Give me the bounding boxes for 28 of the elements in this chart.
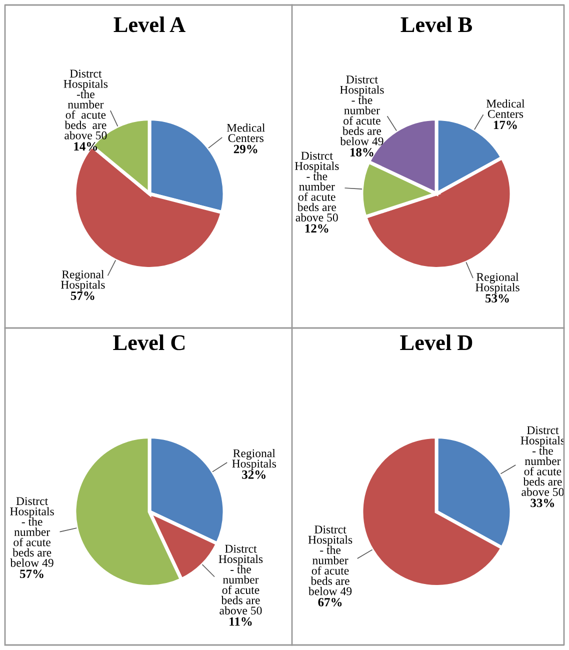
slice-label: Regional Hospitals xyxy=(60,270,105,292)
data-label: 33% xyxy=(530,498,554,508)
slice-label: Distrct Hospitals - the number of acute beds are above 50 xyxy=(520,426,565,496)
slice-label: Medical Centers xyxy=(226,123,265,142)
chart-title: Level C xyxy=(113,334,185,350)
chart-title: Level D xyxy=(400,334,472,350)
data-label: 57% xyxy=(70,292,94,300)
data-label: 29% xyxy=(234,144,258,154)
data-label: 67% xyxy=(318,598,342,606)
data-label: 11% xyxy=(230,617,252,626)
slice-label: Distrct Hospitals - the number of acute beds are below 49 xyxy=(10,497,54,567)
slice-label: Distrct Hospitals - the number of acute beds are below 49 xyxy=(340,76,384,146)
data-label: 17% xyxy=(494,120,517,130)
slice-label: Medical Centers xyxy=(486,99,525,118)
slice-label: Distrct Hospitals - the number of acute beds are above 50 xyxy=(218,544,263,615)
data-label: 57% xyxy=(20,570,44,578)
chart-title: Level A xyxy=(114,16,186,32)
data-label: 12% xyxy=(305,224,328,233)
data-label: 18% xyxy=(350,148,374,157)
data-label: 53% xyxy=(486,294,509,303)
slice-label: Regional Hospitals xyxy=(232,448,276,470)
slice-label: Distrct Hospitals -the number of acute beds are above 50 xyxy=(64,70,108,140)
slice-label: Regional Hospitals xyxy=(476,272,520,294)
chart-title: Level B xyxy=(400,16,472,32)
data-label: 14% xyxy=(74,142,98,151)
slice-label: Distrct Hospitals - the number of acute beds are below 49 xyxy=(308,526,352,596)
slice-label: Distrct Hospitals - the number of acute beds are above 50 xyxy=(294,152,339,222)
data-label: 32% xyxy=(242,470,266,479)
